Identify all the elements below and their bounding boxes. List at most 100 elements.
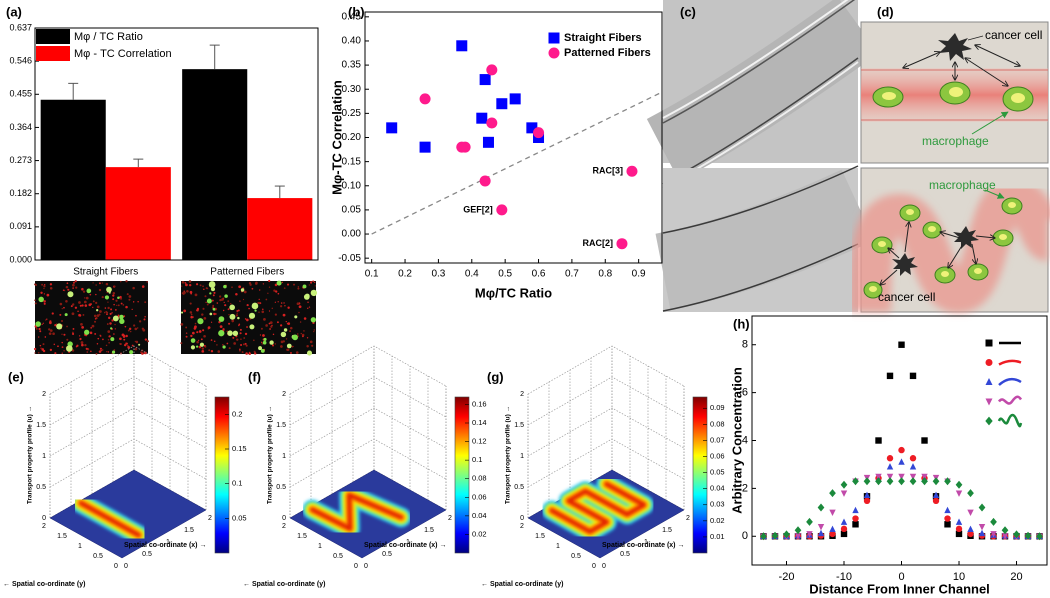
micrograph-dot [98, 282, 101, 285]
arrow [971, 243, 976, 264]
micrograph-dot [313, 329, 315, 331]
y-tick-label: 2 [520, 523, 524, 530]
micrograph-dot [212, 294, 215, 297]
micrograph-dot [210, 339, 213, 341]
colorbar-tick-label: 0.06 [472, 492, 487, 501]
micrograph-dot [246, 318, 249, 322]
micrograph-dot [246, 303, 249, 307]
micrograph-dot [189, 290, 193, 294]
micrograph-dot [43, 300, 46, 303]
point [863, 497, 871, 505]
arrow [965, 58, 1008, 86]
micrograph-dot [262, 283, 265, 285]
micrograph-dot [95, 301, 98, 304]
micrograph-dot [198, 339, 200, 342]
cancer-cell [953, 226, 979, 249]
micrograph-dot [226, 342, 229, 345]
y-tick-label: 0.40 [342, 36, 362, 47]
micrograph-dot [273, 289, 276, 292]
micrograph-dot [280, 305, 283, 308]
point [944, 515, 951, 522]
micrograph-dot [63, 333, 66, 336]
micrograph-dot [107, 351, 110, 353]
colorbar-tick-label: 0.04 [472, 511, 487, 520]
micrograph-dot [125, 334, 128, 338]
micrograph-dot [79, 337, 82, 341]
micrograph-dot [135, 340, 139, 344]
micrograph-cell [96, 309, 99, 312]
point [840, 530, 848, 538]
micrograph-dot [91, 324, 95, 328]
micrograph-dot [260, 341, 263, 344]
x-tick-label: 20 [1010, 571, 1022, 583]
micrograph-dot [55, 323, 58, 325]
micrograph-dot [222, 344, 224, 346]
micrograph-cell [280, 331, 287, 338]
y-tick-label: 0.35 [342, 60, 362, 71]
micrograph-dot [268, 310, 271, 312]
micrograph-dot [74, 280, 77, 283]
micrograph-dot [111, 312, 113, 314]
micrograph-dot [211, 299, 214, 302]
micrograph-dot [82, 314, 85, 316]
micrograph-dot [144, 301, 147, 304]
micrograph-dot [258, 311, 260, 313]
colorbar [214, 396, 230, 554]
surface-ridge [310, 493, 403, 531]
panel-c: (c) [646, 0, 879, 312]
micrograph-dot [238, 323, 241, 326]
micrograph-dot [314, 285, 316, 287]
y-tick-label: -0.05 [338, 253, 361, 264]
arrow [948, 243, 964, 268]
micrograph-dot [254, 352, 257, 355]
micrograph-dot [105, 344, 108, 347]
micrograph-cell [119, 318, 125, 325]
micrograph-dot [126, 293, 129, 296]
micrograph-dot [106, 323, 109, 325]
micrograph-dot [72, 283, 75, 287]
micrograph-dot [48, 332, 52, 336]
micrograph-dot [68, 289, 70, 291]
micrograph-dot [289, 326, 293, 330]
point [794, 526, 802, 535]
y-tick-label: 0 [742, 530, 748, 542]
panel-label: (e) [8, 369, 24, 384]
colorbar-tick-label: 0.04 [710, 484, 725, 493]
y-axis-label: ← Spatial co-ordinate (y) [481, 581, 563, 588]
grid-line [527, 345, 685, 395]
micrograph-dot [280, 340, 284, 344]
micrograph-dot [275, 290, 278, 293]
micrograph-dot [105, 282, 109, 286]
micrograph-cell [117, 296, 120, 299]
micrograph-dot [280, 345, 283, 348]
micrograph-dot [180, 342, 183, 345]
micrograph-cell [240, 288, 245, 292]
micrograph-dot [235, 292, 238, 296]
micrograph-dot [228, 313, 230, 316]
micrograph-dot [271, 307, 274, 310]
micrograph-dot [134, 340, 137, 343]
micrograph-dot [307, 307, 309, 309]
colorbar-tick-label: 0.07 [710, 435, 725, 444]
z-tick-label: 2 [520, 391, 524, 398]
micrograph-dot [283, 302, 285, 304]
y-axis-label: ← Spatial co-ordinate (y) [3, 581, 85, 588]
micrograph-cell [302, 284, 307, 289]
micrograph-dot [86, 351, 88, 353]
micrograph-cell [180, 311, 184, 314]
micrograph-dot [183, 309, 187, 313]
micrograph-dot [106, 313, 108, 316]
point [967, 509, 974, 517]
micrograph-dot [265, 324, 268, 327]
colorbar-tick-label: 0.15 [232, 444, 247, 453]
x-tick-label: 0 [364, 563, 368, 570]
point [909, 455, 917, 462]
annotation: macrophage [922, 134, 989, 148]
micrograph-dot [274, 283, 278, 287]
micrograph-cell [249, 324, 255, 330]
x-tick-label: 1.5 [184, 527, 194, 534]
point [909, 477, 917, 486]
micrograph-dot [142, 328, 146, 332]
micrograph-dot [202, 307, 205, 310]
micrograph-dot [227, 300, 230, 303]
